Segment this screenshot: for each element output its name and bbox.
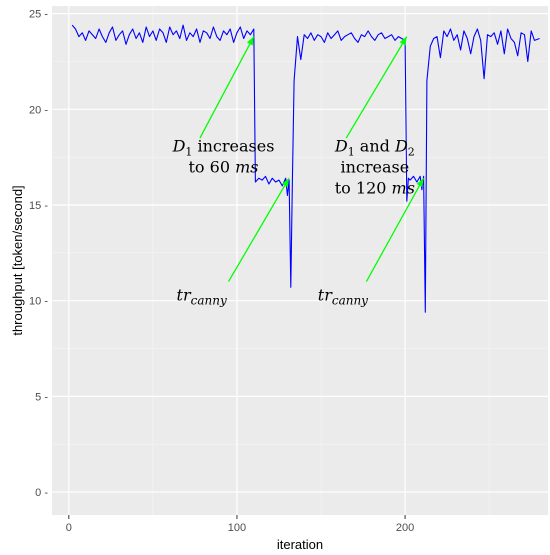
annotation-text-run: 2	[408, 145, 415, 158]
annotation-subscript: canny	[332, 294, 368, 308]
annotation-d1d2-line2: increase	[340, 157, 409, 176]
annotation-text-run: 1	[348, 145, 355, 158]
annotation-text-run: D	[394, 136, 408, 155]
annotation-text-run: increases	[192, 136, 274, 155]
annotation-arrowhead	[281, 178, 290, 188]
y-axis-ticks: 0 - 5 - 10 - 15 - 20 - 25 -	[29, 9, 48, 499]
annotation-subscript: canny	[191, 294, 227, 308]
annotation-arrowhead	[416, 178, 424, 188]
annotation-var: D	[172, 136, 186, 155]
y-axis-title: throughput [token/second]	[10, 185, 25, 335]
annotation-text-run: D	[334, 136, 348, 155]
annotation-arrow	[365, 177, 425, 282]
minor-gridlines	[52, 6, 548, 515]
y-tick-label: 20 -	[29, 104, 48, 116]
annotation-text-run: to 120	[335, 179, 392, 198]
annotation-tr-canny: trcanny	[318, 286, 368, 308]
y-tick-label: 10 -	[29, 296, 48, 308]
annotation-d1d2-line3: to 120 ms	[335, 179, 415, 198]
y-tick-label: 0 -	[35, 487, 48, 499]
annotation-var: tr	[318, 286, 333, 305]
x-tick-label: 0	[66, 522, 72, 534]
annotation-arrowhead	[246, 36, 254, 46]
annotation-unit: ms	[235, 157, 258, 176]
series-group	[71, 24, 540, 313]
annotation-d1-line2: to 60 ms	[189, 157, 259, 176]
x-tick-label: 200	[396, 522, 414, 534]
x-axis-title: iteration	[277, 537, 323, 552]
throughput-line	[71, 24, 540, 313]
annotation-var: tr	[177, 286, 192, 305]
y-tick-label: 5 -	[35, 391, 48, 403]
plot-panel	[52, 6, 548, 515]
annotation-text-run: and	[355, 136, 395, 155]
annotation-d1-line1: D1 increases	[172, 136, 275, 158]
annotation-arrowhead	[399, 36, 407, 46]
annotation-arrow	[227, 177, 290, 282]
annotation-arrow	[199, 36, 255, 139]
annotation-tr-canny: trcanny	[177, 286, 227, 308]
annotation-arrows	[199, 36, 425, 282]
y-tick-label: 25 -	[29, 9, 48, 21]
annotation-subscript: 1	[185, 145, 192, 158]
y-tick-label: 15 -	[29, 200, 48, 212]
annotation-unit: ms	[392, 179, 415, 198]
annotation-text-run: to 60	[189, 157, 236, 176]
annotation-d1d2-line1: D1 and D2	[334, 136, 415, 158]
annotation-arrow	[345, 36, 408, 139]
x-tick-label: 100	[228, 522, 246, 534]
x-axis-ticks: 0 100 200	[66, 515, 414, 534]
